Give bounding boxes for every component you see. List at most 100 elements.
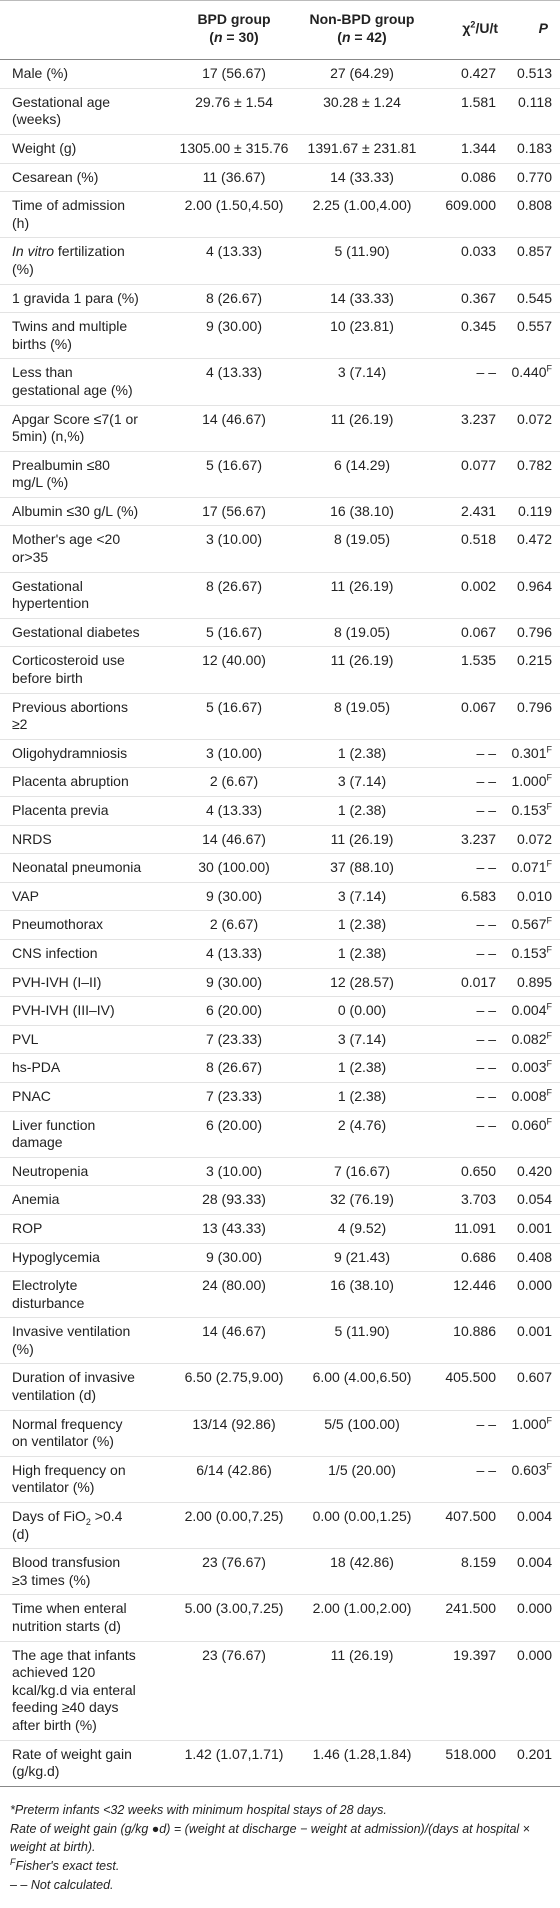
- text: 7 (23.33): [205, 1087, 263, 1104]
- cell: 3 (10.00): [168, 739, 300, 769]
- cell: 0.004: [504, 1548, 560, 1596]
- text: 0.808: [516, 197, 552, 214]
- cell: 1305.00 ± 315.76: [168, 134, 300, 164]
- cell: 0.000: [504, 1271, 560, 1319]
- table-row: Blood transfusion ≥3 times (%) 23 (76.67) 1…: [0, 1548, 560, 1596]
- text: 4 (13.33): [205, 364, 263, 381]
- line: Blood transfusion: [12, 1554, 164, 1572]
- text: 8 (19.05): [333, 623, 391, 640]
- line: VAP: [12, 888, 164, 906]
- text: Placenta abruption: [12, 773, 129, 790]
- table-row: Previous abortions ≥2 5 (16.67) 8 (19.05) 0.…: [0, 693, 560, 740]
- italic-text: P: [538, 19, 548, 36]
- cell: 241.500: [424, 1594, 504, 1642]
- text: 2 (6.67): [209, 916, 259, 933]
- text: 0.008: [511, 1087, 547, 1104]
- row-label: Gestational hypertention: [0, 572, 168, 619]
- italic-text: n: [213, 28, 223, 45]
- cell: 0 (0.00): [300, 996, 424, 1026]
- cell: 5 (11.90): [300, 237, 424, 285]
- cell: 12 (28.57): [300, 968, 424, 998]
- line: Liver function: [12, 1117, 164, 1135]
- cell: 1.000F: [504, 1410, 560, 1457]
- text: 24 (80.00): [202, 1277, 266, 1294]
- text: 0.067: [460, 623, 496, 640]
- text: Previous abortions: [12, 698, 128, 715]
- line: (d): [12, 1526, 164, 1544]
- text: BPD group: [197, 11, 271, 27]
- row-label: CNS infection: [0, 939, 168, 969]
- cell: 8 (19.05): [300, 618, 424, 648]
- text: Anemia: [12, 1191, 60, 1208]
- cell: 0.067: [424, 618, 504, 648]
- cell: 24 (80.00): [168, 1271, 300, 1319]
- table-row: The age that infants achieved 120 kcal/kg.…: [0, 1641, 560, 1741]
- row-label: Less than gestational age (%): [0, 358, 168, 406]
- cell: 9 (21.43): [300, 1243, 424, 1273]
- text: 11 (26.19): [330, 577, 394, 594]
- cell: 0.086: [424, 163, 504, 193]
- text: (weeks): [12, 111, 62, 128]
- text: 0.183: [516, 139, 552, 156]
- cell: 0.557: [504, 312, 560, 360]
- header-cell: P: [504, 0, 560, 61]
- cell: 0.153F: [504, 796, 560, 826]
- line: Rate of weight gain: [12, 1746, 164, 1764]
- table-row: Gestational diabetes 5 (16.67) 8 (19.05) 0.…: [0, 618, 560, 648]
- cell: 0.004: [504, 1502, 560, 1550]
- line: Corticosteroid use: [12, 652, 164, 670]
- cell: 0.183: [504, 134, 560, 164]
- text: 9 (30.00): [205, 887, 263, 904]
- text: 1.46 (1.28,1.84): [312, 1745, 412, 1762]
- sup-text: F: [546, 858, 553, 869]
- cell: 1.000F: [504, 767, 560, 797]
- row-label: Days of FiO2 >0.4 (d): [0, 1502, 168, 1550]
- text: 2.00 (1.50,4.50): [184, 197, 284, 214]
- cell: 2 (6.67): [168, 910, 300, 940]
- cell: 1 (2.38): [300, 739, 424, 769]
- cell: 23 (76.67): [168, 1641, 300, 1741]
- text: 0.557: [516, 318, 552, 335]
- text: 7 (16.67): [333, 1162, 391, 1179]
- line: kcal/kg.d via enteral: [12, 1682, 164, 1700]
- sup-text: F: [546, 1030, 553, 1041]
- line: hypertention: [12, 595, 164, 613]
- cell: 23 (76.67): [168, 1548, 300, 1596]
- text: Fisher's exact test.: [15, 1858, 120, 1873]
- cell: 5.00 (3.00,7.25): [168, 1594, 300, 1642]
- row-label: Gestational age (weeks): [0, 88, 168, 135]
- row-label: PVH-IVH (I–II): [0, 968, 168, 998]
- cell: 3 (7.14): [300, 1025, 424, 1055]
- sup-text: F: [546, 944, 553, 955]
- line: Twins and multiple: [12, 318, 164, 336]
- cell: 10 (23.81): [300, 312, 424, 360]
- text: before birth: [12, 670, 83, 687]
- sup-text: F: [546, 1001, 553, 1012]
- text: 5 (16.67): [205, 698, 263, 715]
- line: after birth (%): [12, 1717, 164, 1735]
- text: – –: [476, 1002, 496, 1019]
- cell: 6 (20.00): [168, 996, 300, 1026]
- text: disturbance: [12, 1294, 85, 1311]
- text: PNAC: [12, 1087, 51, 1104]
- table-row: Prealbumin ≤80 mg/L (%) 5 (16.67) 6 (14.29)…: [0, 451, 560, 498]
- text: 0.033: [460, 243, 496, 260]
- text: 0.071: [511, 859, 547, 876]
- cell: 30.28 ± 1.24: [300, 88, 424, 135]
- text: 0.002: [460, 577, 496, 594]
- cell: 0.808: [504, 191, 560, 239]
- text: 241.500: [445, 1600, 496, 1617]
- cell: – –: [424, 739, 504, 769]
- table-row: Gestational hypertention 8 (26.67) 11 (26.1…: [0, 572, 560, 619]
- text: (: [209, 28, 214, 45]
- cell: 1 (2.38): [300, 1082, 424, 1112]
- line: Duration of invasive: [12, 1369, 164, 1387]
- line: Non-BPD group: [304, 11, 420, 29]
- cell: 0.003F: [504, 1053, 560, 1083]
- text: 0.054: [516, 1191, 552, 1208]
- cell: 5 (16.67): [168, 451, 300, 498]
- cell: 0.545: [504, 284, 560, 314]
- row-label: Duration of invasive ventilation (d): [0, 1363, 168, 1411]
- text: 0.153: [511, 802, 547, 818]
- text: 1.344: [460, 139, 496, 156]
